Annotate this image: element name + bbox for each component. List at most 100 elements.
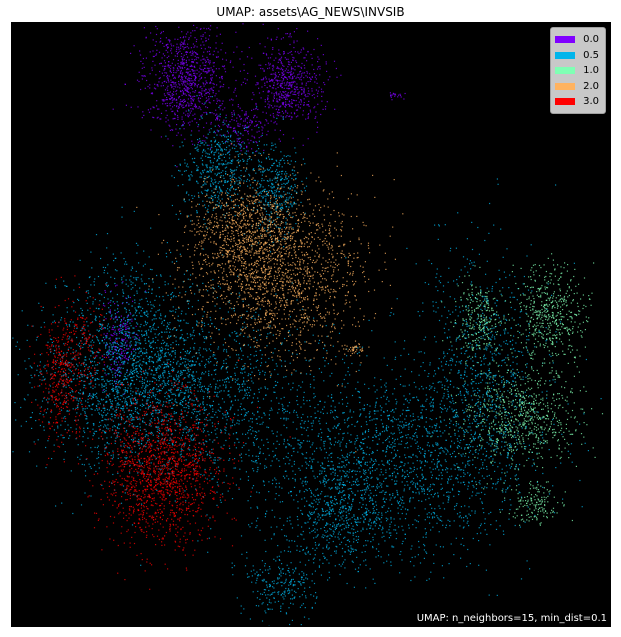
scatter-point bbox=[245, 433, 247, 435]
scatter-point bbox=[206, 91, 208, 93]
scatter-point bbox=[214, 166, 217, 168]
scatter-point bbox=[92, 301, 94, 303]
scatter-point bbox=[198, 457, 200, 459]
scatter-point bbox=[156, 372, 158, 374]
scatter-point bbox=[177, 360, 179, 362]
scatter-point bbox=[273, 391, 275, 393]
scatter-point bbox=[51, 341, 53, 344]
scatter-point bbox=[171, 382, 173, 384]
scatter-point bbox=[187, 116, 190, 118]
scatter-point bbox=[257, 329, 259, 331]
scatter-point bbox=[271, 142, 273, 144]
scatter-point bbox=[184, 201, 186, 203]
scatter-point bbox=[150, 92, 152, 95]
scatter-point bbox=[160, 85, 162, 87]
scatter-point bbox=[245, 114, 247, 116]
scatter-point bbox=[275, 74, 277, 77]
scatter-point bbox=[129, 424, 131, 426]
scatter-point bbox=[274, 76, 276, 79]
scatter-point bbox=[283, 438, 285, 440]
scatter-point bbox=[248, 373, 250, 375]
scatter-point bbox=[295, 223, 297, 225]
scatter-point bbox=[212, 410, 214, 413]
scatter-point bbox=[281, 173, 283, 175]
scatter-point bbox=[158, 399, 160, 401]
scatter-point bbox=[210, 456, 212, 458]
scatter-point bbox=[156, 347, 158, 349]
scatter-point bbox=[187, 78, 189, 80]
scatter-point bbox=[166, 114, 168, 116]
scatter-point bbox=[90, 355, 92, 357]
scatter-point bbox=[214, 326, 216, 328]
scatter-point bbox=[172, 444, 174, 446]
scatter-point bbox=[271, 183, 273, 185]
scatter-point bbox=[170, 81, 172, 83]
scatter-point bbox=[254, 75, 257, 77]
scatter-point bbox=[100, 398, 102, 400]
scatter-point bbox=[123, 325, 125, 327]
scatter-point bbox=[101, 414, 103, 416]
scatter-point bbox=[244, 129, 246, 132]
scatter-point bbox=[155, 394, 157, 396]
scatter-point bbox=[112, 420, 114, 422]
scatter-point bbox=[194, 147, 196, 149]
scatter-point bbox=[103, 411, 105, 413]
scatter-point bbox=[167, 345, 169, 347]
scatter-point bbox=[279, 160, 281, 162]
scatter-point bbox=[195, 422, 197, 425]
scatter-point bbox=[183, 170, 186, 172]
scatter-point bbox=[216, 173, 218, 175]
scatter-point bbox=[230, 180, 232, 182]
scatter-point bbox=[218, 99, 220, 101]
scatter-point bbox=[105, 432, 107, 434]
scatter-point bbox=[88, 405, 90, 407]
scatter-point bbox=[270, 38, 272, 40]
scatter-point bbox=[289, 316, 291, 318]
scatter-point bbox=[129, 342, 131, 344]
scatter-point bbox=[218, 181, 220, 183]
scatter-point bbox=[288, 105, 290, 107]
scatter-point bbox=[264, 82, 266, 84]
scatter-point bbox=[276, 94, 278, 96]
scatter-point bbox=[279, 204, 281, 206]
scatter-point bbox=[236, 140, 238, 142]
scatter-point bbox=[112, 356, 114, 358]
scatter-point bbox=[294, 88, 296, 90]
scatter-point bbox=[165, 355, 167, 357]
scatter-point bbox=[243, 418, 245, 420]
scatter-point bbox=[261, 190, 264, 192]
scatter-point bbox=[125, 328, 127, 330]
scatter-point bbox=[164, 354, 166, 357]
scatter-point bbox=[87, 437, 89, 439]
scatter-point bbox=[203, 322, 205, 324]
scatter-point bbox=[298, 94, 300, 96]
scatter-point bbox=[121, 338, 123, 340]
scatter-point bbox=[204, 207, 207, 209]
scatter-point bbox=[193, 24, 195, 26]
scatter-point bbox=[127, 358, 129, 360]
scatter-point bbox=[65, 372, 67, 375]
scatter-point bbox=[216, 380, 219, 382]
scatter-point bbox=[275, 57, 277, 59]
scatter-point bbox=[174, 398, 177, 400]
scatter-point bbox=[277, 61, 279, 63]
scatter-point bbox=[207, 430, 209, 433]
scatter-point bbox=[290, 389, 292, 391]
scatter-point bbox=[276, 79, 278, 81]
scatter-point bbox=[143, 390, 145, 392]
scatter-point bbox=[308, 113, 310, 115]
scatter-point bbox=[249, 119, 251, 121]
scatter-point bbox=[156, 100, 158, 102]
scatter-point bbox=[390, 94, 392, 96]
scatter-point bbox=[191, 61, 193, 63]
scatter-point bbox=[199, 92, 201, 94]
scatter-point bbox=[289, 412, 291, 414]
scatter-point bbox=[113, 381, 116, 383]
scatter-point bbox=[204, 169, 206, 171]
scatter-point bbox=[282, 69, 284, 71]
scatter-point bbox=[267, 219, 269, 221]
scatter-point bbox=[346, 405, 348, 407]
scatter-point bbox=[295, 177, 297, 180]
scatter-point bbox=[301, 180, 303, 182]
scatter-point bbox=[180, 80, 182, 82]
